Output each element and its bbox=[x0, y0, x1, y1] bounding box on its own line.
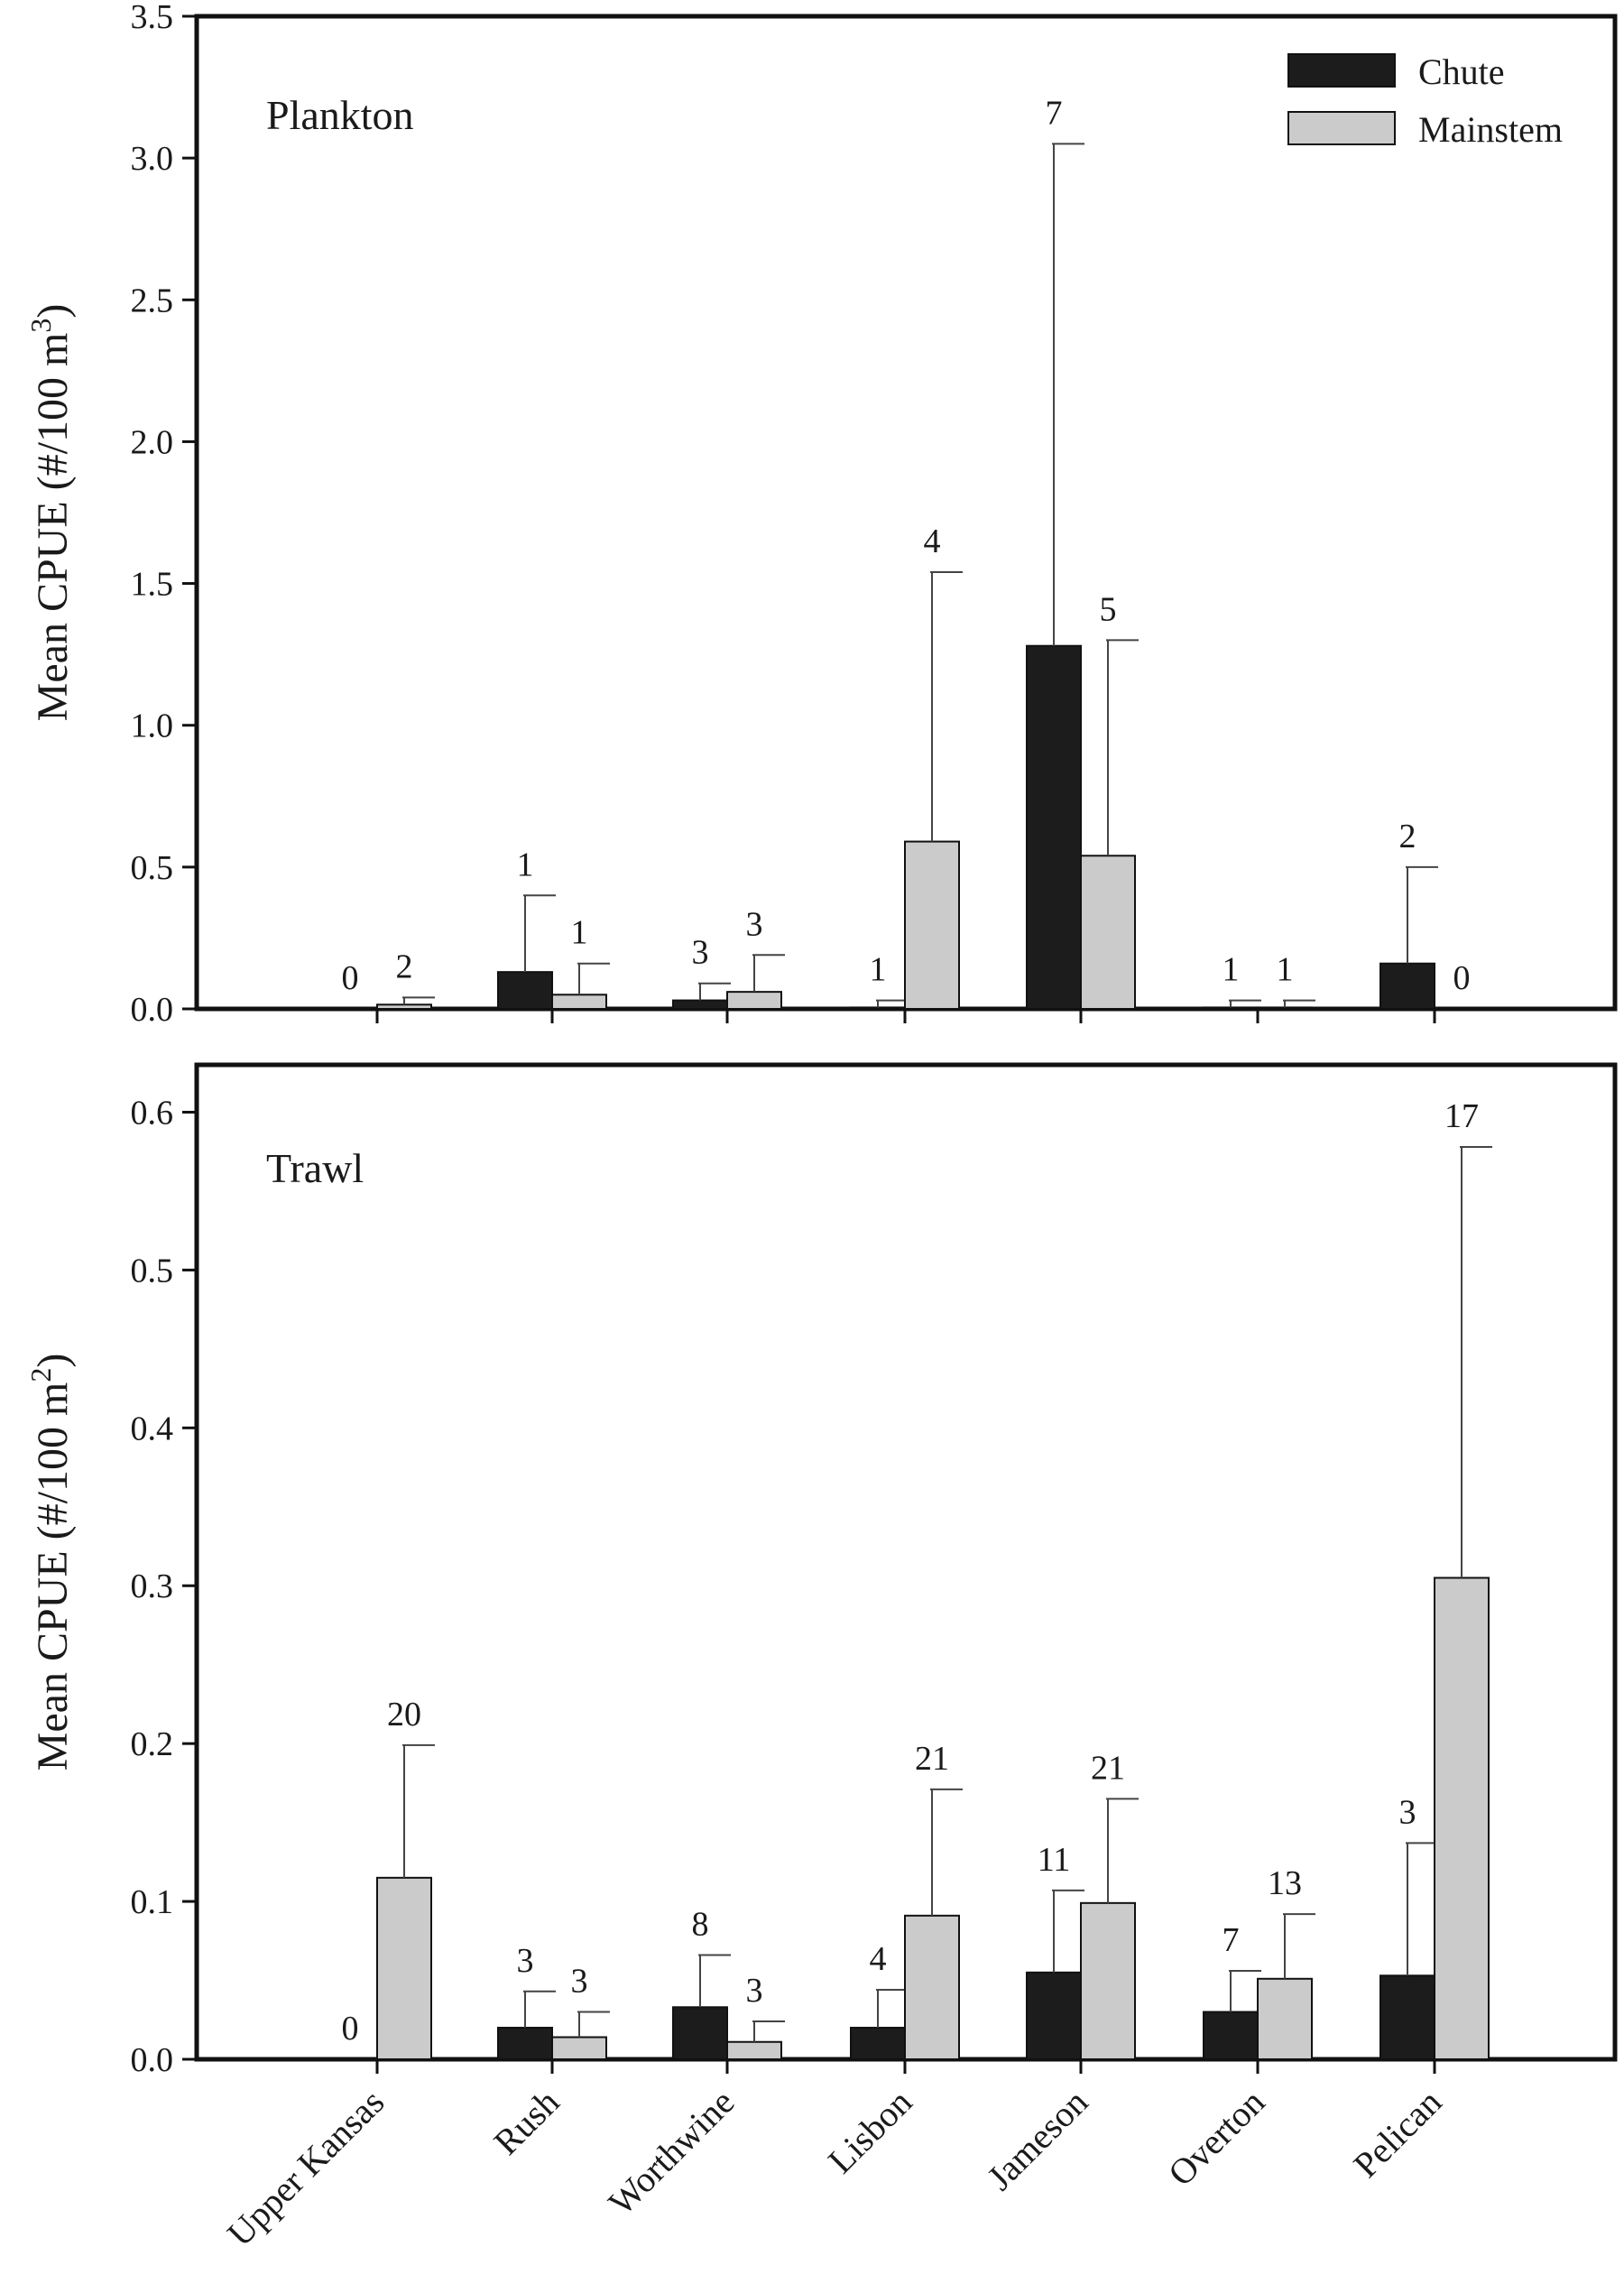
y-tick-label: 2.5 bbox=[131, 282, 174, 319]
y-tick-label: 0.5 bbox=[131, 849, 174, 887]
sample-size-label: 0 bbox=[342, 2010, 359, 2048]
category-label-upper-kansas: Upper Kansas bbox=[219, 2082, 392, 2254]
bar-chute-overton bbox=[1203, 2011, 1259, 2061]
bar-chute-lisbon bbox=[850, 2027, 906, 2060]
bar-mainstem-jameson bbox=[1080, 1901, 1136, 2061]
bar-mainstem-rush bbox=[551, 2036, 607, 2061]
bar-chute-jameson bbox=[1026, 644, 1082, 1010]
sample-size-label: 4 bbox=[924, 522, 941, 560]
bar-chute-jameson bbox=[1026, 1971, 1082, 2061]
legend: Chute Mainstem bbox=[1287, 51, 1563, 150]
sample-size-label: 0 bbox=[342, 959, 359, 997]
y-tick-label: 0.2 bbox=[131, 1725, 174, 1763]
y-tick-label: 0.3 bbox=[131, 1567, 174, 1605]
legend-swatch-chute bbox=[1287, 53, 1396, 88]
category-label-rush: Rush bbox=[485, 2082, 567, 2163]
panel-label: Trawl bbox=[266, 1145, 364, 1191]
bar-mainstem-worthwine bbox=[726, 2040, 782, 2061]
legend-label-mainstem: Mainstem bbox=[1418, 109, 1563, 150]
sample-size-label: 21 bbox=[915, 1740, 949, 1778]
bar-mainstem-upper-kansas bbox=[376, 1003, 432, 1011]
sample-size-label: 1 bbox=[1277, 951, 1294, 989]
sample-size-label: 4 bbox=[870, 1940, 887, 1978]
sample-size-label: 13 bbox=[1268, 1864, 1302, 1902]
y-tick-label: 0.4 bbox=[131, 1410, 174, 1447]
bar-chute-worthwine bbox=[672, 999, 728, 1010]
y-tick-label: 0.1 bbox=[131, 1883, 174, 1921]
bar-chute-rush bbox=[497, 2027, 553, 2060]
sample-size-label: 11 bbox=[1038, 1841, 1071, 1879]
y-tick-label: 3.5 bbox=[131, 0, 174, 36]
y-axis-label: Mean CPUE (#/100 m2) bbox=[24, 1354, 77, 1771]
sample-size-label: 5 bbox=[1100, 590, 1117, 628]
bar-mainstem-lisbon bbox=[904, 1914, 960, 2061]
category-label-jameson: Jameson bbox=[979, 2082, 1095, 2198]
y-tick-label: 3.0 bbox=[131, 140, 174, 178]
category-label-worthwine: Worthwine bbox=[601, 2082, 743, 2224]
sample-size-label: 20 bbox=[387, 1696, 421, 1734]
y-tick-label: 0.0 bbox=[131, 2041, 174, 2079]
sample-size-label: 21 bbox=[1091, 1749, 1125, 1787]
category-label-pelican: Pelican bbox=[1345, 2082, 1449, 2186]
plankton-panel: 0.0 0.5 1.0 1.5 2.0 2.5 3.0 3.5 0 1 3 1 7 1 2 2 1 3 4 5 1 0 Pl… bbox=[24, 0, 1618, 1029]
sample-size-label: 1 bbox=[1223, 951, 1240, 989]
y-axis-label: Mean CPUE (#/100 m3) bbox=[24, 304, 77, 722]
bar-chute-lisbon bbox=[850, 1006, 906, 1011]
bar-chute-pelican bbox=[1379, 1974, 1435, 2060]
bar-chute-pelican bbox=[1379, 962, 1435, 1010]
bar-mainstem-pelican bbox=[1434, 1576, 1490, 2060]
category-label-lisbon: Lisbon bbox=[820, 2082, 919, 2181]
bar-mainstem-overton bbox=[1257, 1977, 1313, 2061]
bar-mainstem-rush bbox=[551, 994, 607, 1011]
sample-size-label: 1 bbox=[870, 951, 887, 989]
sample-size-label: 2 bbox=[1399, 818, 1416, 855]
sample-size-label: 7 bbox=[1223, 1921, 1240, 1959]
y-tick-label: 1.5 bbox=[131, 566, 174, 604]
sample-size-label: 0 bbox=[1453, 959, 1471, 997]
bar-mainstem-jameson bbox=[1080, 855, 1136, 1010]
bar-chute-overton bbox=[1203, 1006, 1259, 1011]
sample-size-label: 3 bbox=[692, 934, 709, 972]
legend-label-chute: Chute bbox=[1418, 51, 1505, 92]
sample-size-label: 1 bbox=[571, 914, 588, 952]
sample-size-label: 1 bbox=[517, 846, 534, 883]
sample-size-label: 3 bbox=[571, 1963, 588, 2001]
sample-size-label: 8 bbox=[692, 1906, 709, 1944]
bar-chute-worthwine bbox=[672, 2006, 728, 2060]
bar-mainstem-worthwine bbox=[726, 991, 782, 1010]
y-tick-label: 0.6 bbox=[131, 1094, 174, 1132]
sample-size-label: 3 bbox=[746, 1972, 763, 2010]
sample-size-label: 3 bbox=[1399, 1793, 1416, 1831]
y-tick-label: 0.0 bbox=[131, 991, 174, 1029]
panel-label: Plankton bbox=[266, 92, 414, 138]
category-label-overton: Overton bbox=[1160, 2082, 1273, 2195]
sample-size-label: 3 bbox=[746, 905, 763, 943]
bar-mainstem-lisbon bbox=[904, 840, 960, 1010]
sample-size-label: 3 bbox=[517, 1942, 534, 1980]
legend-swatch-mainstem bbox=[1287, 111, 1396, 145]
bar-chute-rush bbox=[497, 971, 553, 1010]
bar-mainstem-overton bbox=[1257, 1006, 1313, 1011]
y-tick-label: 2.0 bbox=[131, 423, 174, 461]
sample-size-label: 7 bbox=[1046, 94, 1063, 132]
sample-size-label: 17 bbox=[1444, 1097, 1479, 1135]
y-tick-label: 1.0 bbox=[131, 707, 174, 745]
bar-mainstem-upper-kansas bbox=[376, 1876, 432, 2061]
y-tick-label: 0.5 bbox=[131, 1252, 174, 1290]
sample-size-label: 2 bbox=[396, 948, 413, 985]
